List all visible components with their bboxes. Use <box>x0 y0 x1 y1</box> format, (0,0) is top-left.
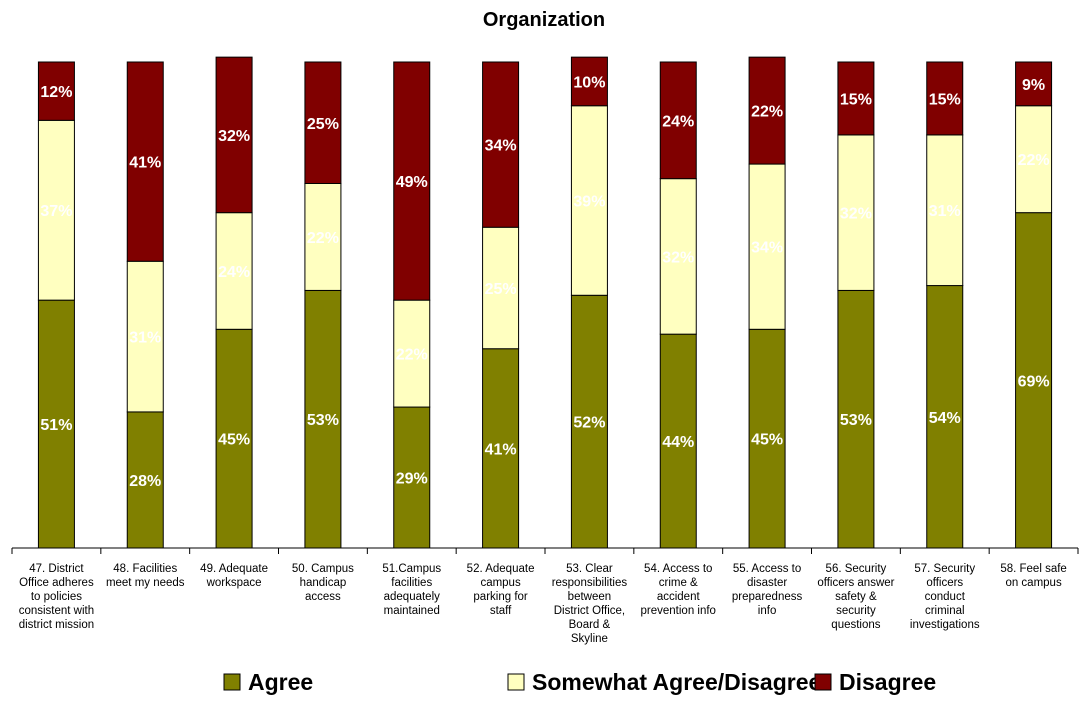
data-label-disagree-5: 49% <box>396 174 428 191</box>
data-label-disagree-11: 15% <box>929 91 961 108</box>
data-label-somewhat-6: 25% <box>485 281 517 298</box>
category-label-6: 52. Adequate campus parking for staff <box>467 563 535 617</box>
data-label-disagree-4: 25% <box>307 116 339 133</box>
data-label-agree-5: 29% <box>396 471 428 488</box>
data-label-disagree-6: 34% <box>485 138 517 155</box>
data-label-agree-11: 54% <box>929 410 961 427</box>
category-labels: 47. District Office adheres to policies con… <box>19 563 1067 645</box>
legend-label-1: Agree <box>248 669 313 695</box>
data-label-disagree-12: 9% <box>1022 77 1045 94</box>
data-label-somewhat-12: 22% <box>1018 152 1050 169</box>
data-label-somewhat-2: 31% <box>129 330 161 347</box>
data-label-somewhat-8: 32% <box>662 249 694 266</box>
data-label-somewhat-11: 31% <box>929 203 961 220</box>
legend-swatch-2 <box>508 674 524 690</box>
data-label-somewhat-1: 37% <box>40 203 72 220</box>
category-label-1: 47. District Office adheres to policies con… <box>19 563 94 631</box>
category-label-5: 51.Campus facilities adequately maintained <box>382 563 441 617</box>
data-label-disagree-2: 41% <box>129 155 161 172</box>
category-label-11: 57. Security officers conduct criminal inves… <box>910 563 980 631</box>
data-label-disagree-8: 24% <box>662 113 694 130</box>
data-label-agree-1: 51% <box>40 417 72 434</box>
category-label-8: 54. Access to crime & accident prevention i… <box>641 563 716 617</box>
category-label-2: 48. Facilities meet my needs <box>106 563 185 589</box>
data-label-agree-7: 52% <box>573 415 605 432</box>
data-label-agree-2: 28% <box>129 473 161 490</box>
data-label-agree-3: 45% <box>218 432 250 449</box>
data-label-disagree-3: 32% <box>218 128 250 145</box>
data-label-somewhat-5: 22% <box>396 347 428 364</box>
category-label-7: 53. Clear responsibilities between District… <box>552 563 628 645</box>
legend-swatch-3 <box>815 674 831 690</box>
data-label-somewhat-9: 34% <box>751 240 783 257</box>
legend-swatch-1 <box>224 674 240 690</box>
data-label-disagree-7: 10% <box>573 74 605 91</box>
data-label-disagree-9: 22% <box>751 104 783 121</box>
data-label-agree-6: 41% <box>485 441 517 458</box>
legend-label-2: Somewhat Agree/Disagree <box>532 669 821 695</box>
data-label-agree-8: 44% <box>662 434 694 451</box>
bars-group: 51% 37% 12% 28% 31% 41% 45% 24% 32% 53% 22% 25% 29% 2… <box>38 57 1051 548</box>
data-label-agree-4: 53% <box>307 412 339 429</box>
data-label-agree-10: 53% <box>840 412 872 429</box>
legend-label-3: Disagree <box>839 669 936 695</box>
data-label-somewhat-7: 39% <box>573 194 605 211</box>
data-label-agree-9: 45% <box>751 432 783 449</box>
category-label-12: 58. Feel safe on campus <box>1000 563 1066 589</box>
data-label-disagree-1: 12% <box>40 84 72 101</box>
data-label-somewhat-3: 24% <box>218 264 250 281</box>
data-label-somewhat-10: 32% <box>840 206 872 223</box>
x-axis <box>12 548 1078 554</box>
data-label-disagree-10: 15% <box>840 91 872 108</box>
category-label-9: 55. Access to disaster preparedness info <box>732 563 803 617</box>
data-label-agree-12: 69% <box>1018 373 1050 390</box>
category-label-4: 50. Campus handicap access <box>292 563 354 603</box>
data-label-somewhat-4: 22% <box>307 230 339 247</box>
chart-title: Organization <box>483 9 605 31</box>
category-label-3: 49. Adequate workspace <box>200 563 268 589</box>
category-label-10: 56. Security officers answer safety & secur… <box>817 563 894 631</box>
legend: Agree Somewhat Agree/Disagree Disagree <box>224 669 936 695</box>
